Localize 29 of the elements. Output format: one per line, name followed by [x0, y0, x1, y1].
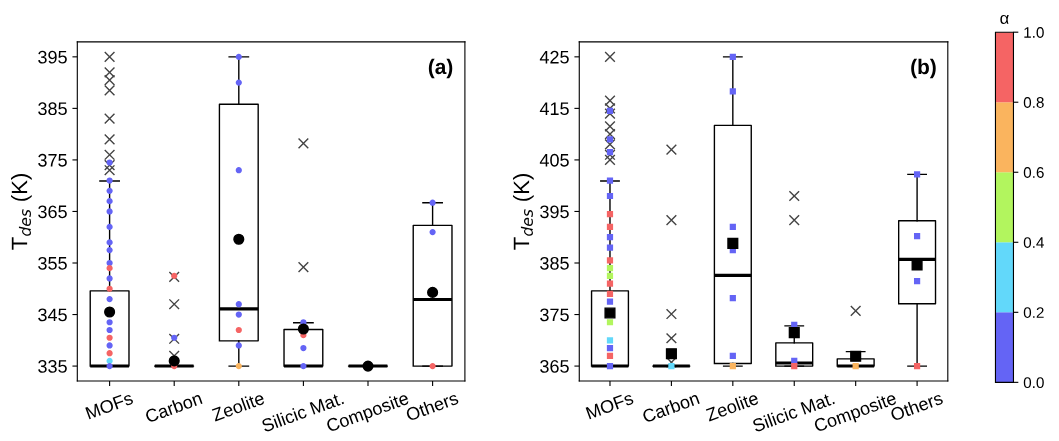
x-tick-label: MOFs: [585, 391, 635, 420]
color-bar-label: 0.8: [1023, 97, 1044, 108]
color-bar-title: α: [1000, 14, 1009, 25]
text: (a): [428, 58, 453, 79]
y-tick-label: 395: [540, 205, 569, 219]
y-tick-label: 345: [38, 308, 67, 322]
color-bar-label: 0.4: [1023, 237, 1044, 248]
x-tick-label: MOFs: [85, 391, 134, 420]
y-tick-label: 355: [38, 256, 67, 270]
color-bar-label: 0.0: [1023, 377, 1044, 389]
y-tick-label: 415: [539, 102, 569, 116]
x-tick-label: Carbon: [641, 391, 700, 424]
x-tick-label: Carbon: [144, 391, 203, 424]
y-tick-label: 395: [38, 50, 67, 64]
y-tick-label: 375: [38, 153, 67, 167]
y-tick-label: 375: [540, 308, 569, 322]
y-tick-label: 425: [539, 50, 569, 64]
y-axis-title: T$_{des}$ (K): [512, 173, 534, 250]
color-bar-label: 1.0: [1024, 27, 1044, 38]
y-axis-title: T$_{des}$ (K): [11, 173, 32, 250]
y-tick-label: 365: [38, 205, 67, 219]
color-bar-label: 0.6: [1023, 167, 1044, 178]
y-tick-label: 335: [38, 360, 67, 373]
y-tick-label: 385: [38, 102, 67, 116]
y-tick-label: 405: [539, 153, 569, 167]
y-tick-label: 365: [540, 360, 569, 373]
text: (b): [911, 58, 936, 79]
y-tick-label: 385: [540, 256, 569, 270]
color-bar-label: 0.2: [1023, 307, 1044, 318]
